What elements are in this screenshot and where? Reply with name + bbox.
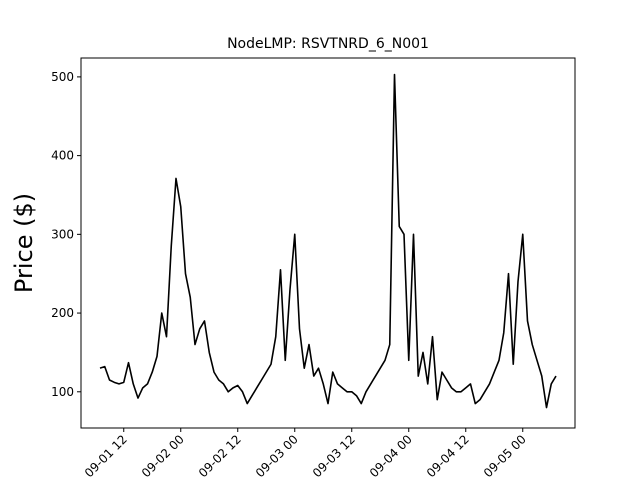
y-tick-label: 200 <box>51 306 74 320</box>
y-tick-label: 300 <box>51 227 74 241</box>
data-line <box>99 73 557 409</box>
plot-frame <box>80 57 576 429</box>
y-axis-label: Price ($) <box>10 193 38 293</box>
y-tick-label: 400 <box>51 149 74 163</box>
y-tick-label: 500 <box>51 70 74 84</box>
y-tick-label: 100 <box>51 385 74 399</box>
chart-title: NodeLMP: RSVTNRD_6_N001 <box>227 36 429 52</box>
